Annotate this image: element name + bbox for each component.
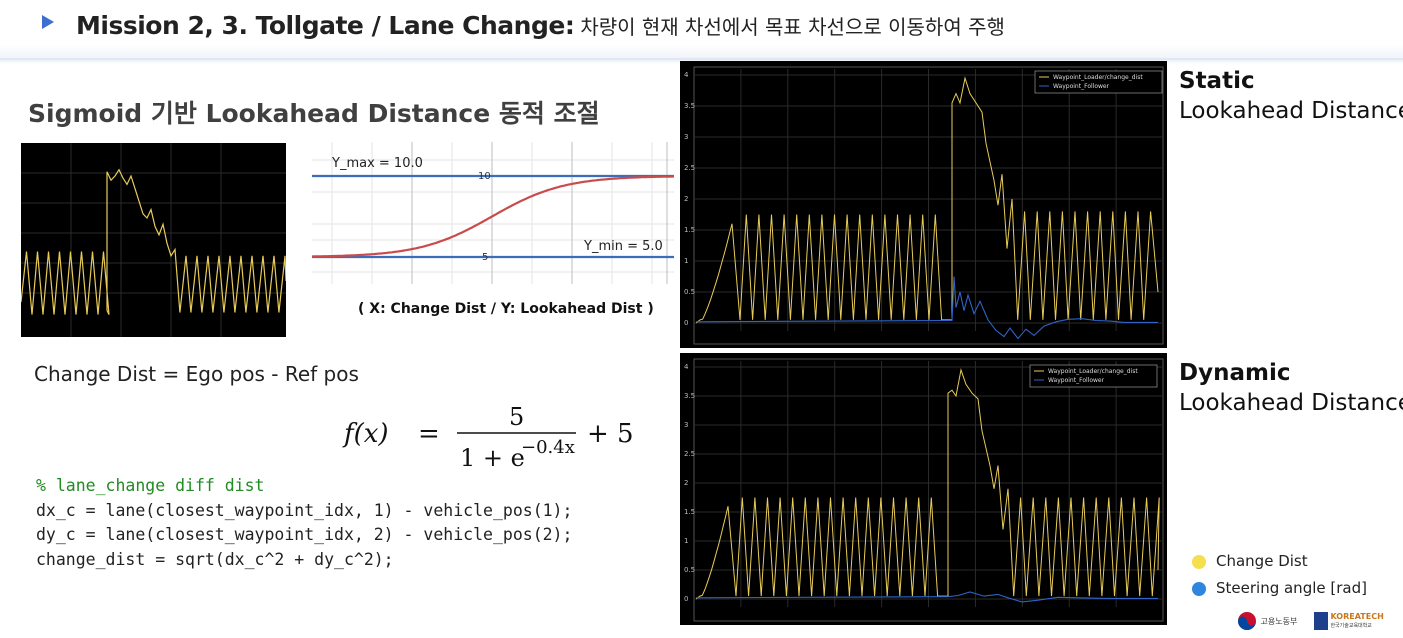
ministry-emblem-icon <box>1238 612 1256 630</box>
y-tick-label: 3.5 <box>684 392 695 400</box>
y-tick-label: 2 <box>684 195 688 203</box>
sigmoid-curve <box>311 175 674 258</box>
y-tick-label: 1 <box>684 537 688 545</box>
formula-numerator: 5 <box>509 403 524 431</box>
sigmoid-formula: f(x) = 5 1 + e −0.4x + 5 <box>340 398 640 478</box>
code-line-1: dx_c = lane(closest_waypoint_idx, 1) - v… <box>36 500 573 520</box>
page-title: Mission 2, 3. Tollgate / Lane Change: 차량이… <box>76 11 1005 40</box>
sigmoid-plot: Y_max = 10.0 Y_min = 5.0 10 5 <box>311 142 674 284</box>
formula-lhs: f(x) <box>342 419 389 449</box>
koreatech-subname: 한국기술교육대학교 <box>1330 622 1372 629</box>
code-line-3: change_dist = sqrt(dx_c^2 + dy_c^2); <box>36 549 394 569</box>
tick-10-label: 10 <box>478 171 491 182</box>
formula-svg: f(x) = 5 1 + e −0.4x + 5 <box>342 403 634 472</box>
y-tick-label: 0 <box>684 595 688 603</box>
y-tick-label: 0.5 <box>684 288 695 296</box>
footer-logos: 고용노동부 KOREATECH 한국기술교육대학교 <box>1236 610 1384 632</box>
legend-item-change-dist: Change Dist <box>1192 552 1308 570</box>
dynamic-legend-series2: Waypoint_Follower <box>1048 377 1105 384</box>
dynamic-plot-svg: 0 0.5 1 1.5 2 2.5 3 3.5 4 Waypoint_Loader/change… <box>684 358 1164 622</box>
koreatech-emblem-icon <box>1313 612 1328 630</box>
y-tick-label: 1.5 <box>684 226 695 234</box>
y-tick-label: 3 <box>684 421 688 429</box>
y-tick-label: 2.5 <box>684 164 695 172</box>
thumbnail-plot-svg <box>20 143 287 337</box>
ymin-label: Y_min = 5.0 <box>583 239 663 254</box>
y-tick-label: 3.5 <box>684 102 695 110</box>
thumbnail-trace <box>20 168 287 315</box>
legend-item-change-dist-label: Change Dist <box>1216 552 1308 570</box>
y-tick-label: 1 <box>684 257 688 265</box>
change-dist-equation: Change Dist = Ego pos - Ref pos <box>34 362 359 386</box>
yellow-dot-icon <box>1192 554 1206 569</box>
dynamic-label-subtitle: Lookahead Distance <box>1179 390 1403 416</box>
y-tick-label: 4 <box>684 363 689 371</box>
ministry-name: 고용노동부 <box>1260 616 1298 626</box>
code-comment: % lane_change diff dist <box>36 476 265 495</box>
static-legend-series2: Waypoint_Follower <box>1053 83 1110 90</box>
section-title: Sigmoid 기반 Lookahead Distance 동적 조절 <box>28 99 600 128</box>
static-steering-trace <box>695 276 1158 340</box>
y-tick-label: 0 <box>684 319 688 327</box>
ymax-label: Y_max = 10.0 <box>331 156 423 171</box>
formula-plus: + 5 <box>587 419 634 449</box>
page-title-main: Mission 2, 3. Tollgate / Lane Change: <box>76 11 575 40</box>
page-title-sub: 차량이 현재 차선에서 목표 차선으로 이동하여 주행 <box>580 15 1005 39</box>
y-tick-label: 1.5 <box>684 508 695 516</box>
lookahead-thumbnail-plot <box>20 143 287 337</box>
blue-dot-icon <box>1192 581 1206 596</box>
static-lookahead-plot: 0 0.5 1 1.5 2 2.5 3 3.5 4 Waypoint_Loader/change… <box>680 61 1167 348</box>
formula-exponent: −0.4x <box>521 437 575 458</box>
static-legend-series1: Waypoint_Loader/change_dist <box>1053 74 1143 81</box>
static-label-title: Static <box>1179 68 1255 94</box>
dynamic-legend-series1: Waypoint_Loader/change_dist <box>1048 368 1138 375</box>
legend-item-steering-label: Steering angle [rad] <box>1216 579 1367 597</box>
bullet-triangle-icon <box>42 15 54 29</box>
formula-equals: = <box>418 419 440 449</box>
dynamic-label-title: Dynamic <box>1179 360 1291 386</box>
y-tick-label: 4 <box>684 71 689 79</box>
y-tick-label: 0.5 <box>684 566 695 574</box>
dynamic-lookahead-plot: 0 0.5 1 1.5 2 2.5 3 3.5 4 Waypoint_Loader/change… <box>680 353 1167 625</box>
y-tick-label: 3 <box>684 133 688 141</box>
sigmoid-plot-svg: Y_max = 10.0 Y_min = 5.0 10 5 <box>311 142 674 284</box>
static-change-dist-trace <box>695 76 1159 324</box>
header-bar <box>0 0 1403 60</box>
static-label-subtitle: Lookahead Distance <box>1179 98 1403 124</box>
dynamic-steering-trace <box>695 591 1158 603</box>
code-block: % lane_change diff dist dx_c = lane(close… <box>36 474 572 572</box>
tick-5-label: 5 <box>482 252 488 263</box>
dynamic-plot-legend: Waypoint_Loader/change_dist Waypoint_Fol… <box>1029 364 1158 388</box>
y-tick-label: 2 <box>684 479 688 487</box>
static-plot-svg: 0 0.5 1 1.5 2 2.5 3 3.5 4 Waypoint_Loader/change… <box>684 66 1164 345</box>
formula-denominator: 1 + e <box>460 444 525 472</box>
dynamic-change-dist-trace <box>695 367 1160 600</box>
code-line-2: dy_c = lane(closest_waypoint_idx, 2) - v… <box>36 525 573 544</box>
legend-item-steering: Steering angle [rad] <box>1192 579 1367 597</box>
static-plot-legend: Waypoint_Loader/change_dist Waypoint_Fol… <box>1034 70 1163 94</box>
koreatech-name: KOREATECH <box>1330 611 1384 621</box>
sigmoid-caption: ( X: Change Dist / Y: Lookahead Dist ) <box>358 301 654 317</box>
y-tick-label: 2.5 <box>684 450 695 458</box>
